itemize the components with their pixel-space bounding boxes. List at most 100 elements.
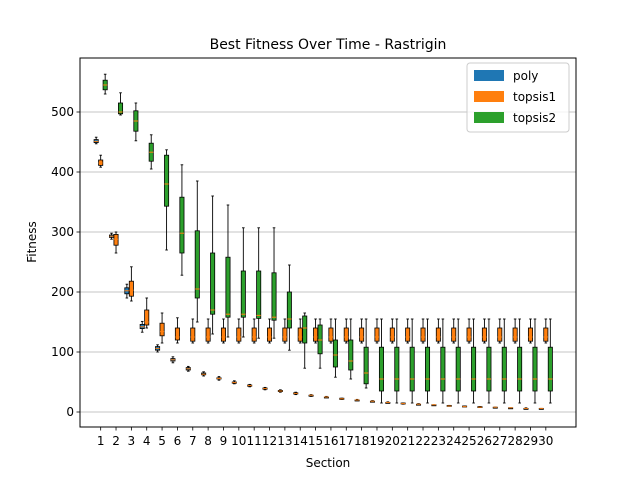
legend-label-topsis1: topsis1: [513, 90, 556, 104]
x-tick-label-27: 27: [492, 434, 507, 448]
topsis1-box-29: [527, 318, 533, 344]
topsis1-iqr-box-25: [466, 327, 472, 342]
plot-area-frame: [79, 57, 577, 428]
topsis2-iqr-box-13: [286, 291, 292, 329]
topsis1-iqr-box-7: [190, 327, 196, 342]
topsis2-box-5: [164, 149, 170, 251]
legend-swatch-poly: [474, 70, 504, 81]
topsis2-iqr-box-29: [532, 346, 538, 392]
topsis2-box-16: [332, 318, 338, 378]
poly-box-19: [369, 400, 375, 403]
topsis1-iqr-box-4: [144, 309, 150, 326]
topsis1-box-22: [420, 318, 426, 344]
topsis1-iqr-box-24: [451, 327, 457, 342]
x-tick-label-6: 6: [174, 434, 182, 448]
poly-box-3: [124, 283, 130, 299]
topsis2-box-12: [271, 227, 277, 339]
x-tick-label-28: 28: [507, 434, 522, 448]
poly-box-24: [446, 404, 452, 407]
topsis2-iqr-box-17: [348, 339, 354, 371]
x-tick-label-20: 20: [385, 434, 400, 448]
x-tick-label-17: 17: [339, 434, 354, 448]
topsis1-box-3: [128, 266, 134, 302]
topsis1-box-30: [543, 318, 549, 344]
topsis1-box-19: [374, 318, 380, 344]
topsis2-box-25: [471, 318, 477, 404]
x-tick-label-16: 16: [323, 434, 338, 448]
legend-swatch-topsis2: [474, 112, 504, 123]
y-tick-label-100: 100: [51, 345, 74, 359]
topsis1-box-16: [328, 318, 334, 344]
x-tick-label-4: 4: [143, 434, 151, 448]
topsis2-box-28: [517, 318, 523, 404]
topsis2-box-30: [547, 318, 553, 404]
topsis2-iqr-box-22: [425, 346, 431, 392]
poly-box-1: [93, 136, 99, 145]
topsis1-box-27: [497, 318, 503, 344]
poly-box-11: [247, 383, 253, 388]
topsis2-iqr-box-11: [256, 270, 262, 319]
topsis2-box-11: [256, 227, 262, 339]
topsis2-box-13: [286, 264, 292, 351]
topsis1-box-20: [389, 318, 395, 344]
topsis2-box-17: [348, 318, 354, 380]
poly-box-20: [385, 401, 391, 404]
y-axis: 0 100 200 300 400 500: [51, 105, 80, 419]
x-tick-label-15: 15: [308, 434, 323, 448]
topsis2-iqr-box-14: [302, 315, 308, 344]
topsis1-iqr-box-9: [220, 327, 226, 342]
topsis2-iqr-box-2: [118, 102, 124, 115]
topsis1-iqr-box-20: [389, 327, 395, 342]
topsis1-iqr-box-8: [205, 327, 211, 342]
topsis2-box-10: [240, 227, 246, 338]
x-tick-label-9: 9: [220, 434, 228, 448]
topsis2-iqr-box-8: [210, 252, 216, 315]
x-tick-label-19: 19: [369, 434, 384, 448]
topsis2-box-20: [394, 318, 400, 404]
topsis2-iqr-box-12: [271, 272, 277, 321]
topsis2-box-21: [409, 318, 415, 404]
topsis1-iqr-box-26: [481, 327, 487, 342]
topsis1-iqr-box-27: [497, 327, 503, 342]
chart-title: Best Fitness Over Time - Rastrigin: [210, 37, 447, 53]
topsis2-box-4: [148, 134, 154, 170]
topsis1-iqr-box-12: [267, 327, 273, 342]
topsis1-iqr-box-22: [420, 327, 426, 342]
topsis2-box-3: [133, 102, 139, 142]
topsis1-box-24: [451, 318, 457, 344]
topsis2-iqr-box-25: [471, 346, 477, 392]
x-tick-label-12: 12: [262, 434, 277, 448]
topsis2-iqr-box-26: [486, 346, 492, 392]
poly-box-30: [538, 407, 544, 410]
topsis2-iqr-box-21: [409, 346, 415, 392]
topsis2-box-2: [118, 92, 124, 116]
x-axis: 1 2 3 4 5 6 7 8 9 10 11 12 13 14 15 16 17 18 19 20 21 22 23 24 2…: [97, 427, 553, 448]
topsis2-box-6: [179, 164, 185, 276]
topsis1-box-11: [251, 318, 257, 344]
poly-box-22: [416, 403, 422, 406]
topsis1-iqr-box-30: [543, 327, 549, 342]
poly-box-26: [477, 406, 483, 409]
topsis2-box-19: [378, 318, 384, 404]
topsis1-box-25: [466, 318, 472, 344]
topsis1-box-21: [405, 318, 411, 344]
topsis1-iqr-box-29: [527, 327, 533, 342]
topsis2-box-23: [440, 318, 446, 404]
x-tick-label-30: 30: [538, 434, 553, 448]
topsis2-box-29: [532, 318, 538, 404]
topsis1-box-1: [98, 154, 104, 168]
topsis1-iqr-box-10: [236, 327, 242, 342]
topsis1-box-2: [113, 231, 119, 254]
topsis1-iqr-box-5: [159, 322, 165, 337]
topsis2-iqr-box-20: [394, 346, 400, 392]
topsis2-box-14: [302, 312, 308, 369]
topsis2-iqr-box-9: [225, 256, 231, 318]
x-tick-label-25: 25: [461, 434, 476, 448]
topsis1-iqr-box-6: [174, 327, 180, 341]
poly-box-9: [216, 376, 222, 381]
topsis2-box-9: [225, 204, 231, 338]
y-tick-label-300: 300: [51, 225, 74, 239]
topsis2-box-15: [317, 318, 323, 369]
topsis2-iqr-box-15: [317, 324, 323, 355]
